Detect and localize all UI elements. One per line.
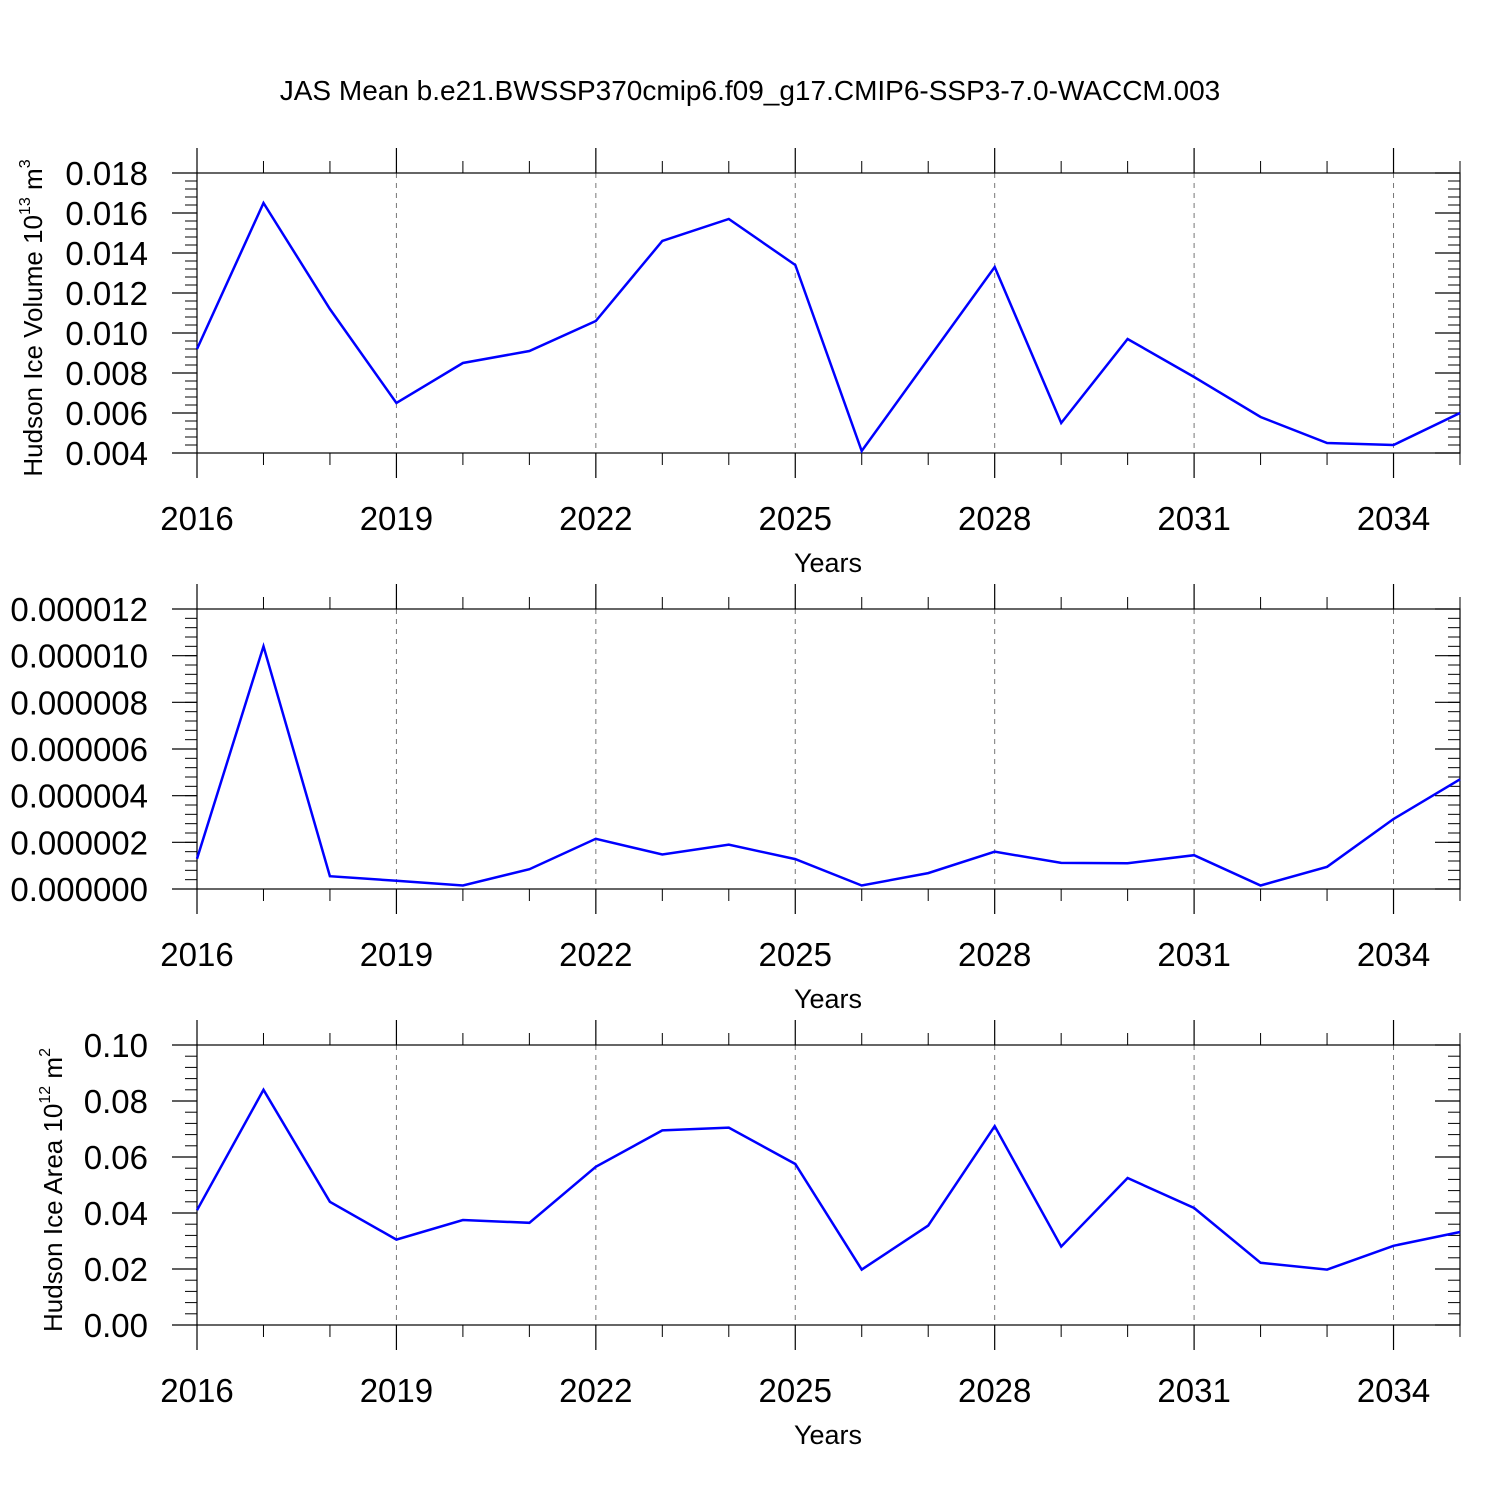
y-tick-label: 0.000012 — [10, 591, 148, 628]
y-tick-label: 0.008 — [65, 355, 148, 392]
y-tick-label: 0.08 — [84, 1083, 148, 1120]
series-line — [195, 200, 1461, 454]
y-tick-label: 0.02 — [84, 1251, 148, 1288]
x-tick-label: 2019 — [360, 1372, 433, 1409]
panel-1: 2016 2019 2022 2025 2028 2031 2034Years0.0040.… — [17, 148, 1461, 578]
x-tick-label: 2022 — [559, 1372, 632, 1409]
plot-frame — [196, 608, 1461, 890]
x-tick-label: 2028 — [958, 1372, 1031, 1409]
series-line — [195, 1087, 1461, 1272]
panel-3: 2016 2019 2022 2025 2028 2031 2034 Years 0.00 0.0… — [37, 1020, 1461, 1450]
x-tick-label: 2025 — [759, 1372, 832, 1409]
y-tick-label: 0.000010 — [10, 638, 148, 675]
x-tick-label: 2031 — [1157, 936, 1230, 973]
y-tick-label: 0.000006 — [10, 731, 148, 768]
x-tick-label: 2025 — [759, 936, 832, 973]
x-axis-label: Years — [794, 1420, 862, 1450]
y-tick-label: 0.000000 — [10, 871, 148, 908]
plot-frame — [196, 1044, 1461, 1326]
x-tick-label: 2019 — [360, 936, 433, 973]
plot-frame — [196, 172, 1461, 454]
y-axis-label: Hudson Ice Area 1012 m2 — [37, 1048, 68, 1332]
x-tick-label: 2019 — [360, 500, 433, 537]
y-tick-label: 0.014 — [65, 235, 148, 272]
x-tick-label: 2028 — [958, 500, 1031, 537]
x-tick-label: 2016 — [160, 500, 233, 537]
y-tick-label: 0.016 — [65, 195, 148, 232]
x-tick-label: 2025 — [759, 500, 832, 537]
x-tick-label: 2031 — [1157, 500, 1230, 537]
x-tick-label: 2034 — [1357, 1372, 1430, 1409]
y-tick-label: 0.004 — [65, 435, 148, 472]
y-tick-label: 0.000002 — [10, 824, 148, 861]
x-axis-label: Years — [794, 548, 862, 578]
y-tick-label: 0.012 — [65, 275, 148, 312]
x-tick-label: 2034 — [1357, 500, 1430, 537]
y-tick-label: 0.000008 — [10, 684, 148, 721]
series-line — [195, 641, 1461, 887]
x-tick-label: 2016 — [160, 936, 233, 973]
panel-2: 2016 2019 2022 2025 2028 2031 2034 Years 0.00000… — [10, 584, 1461, 1014]
x-tick-label: 2028 — [958, 936, 1031, 973]
y-tick-label: 0.06 — [84, 1139, 148, 1176]
x-tick-label: 2016 — [160, 1372, 233, 1409]
y-tick-label: 0.018 — [65, 155, 148, 192]
y-tick-label: 0.000004 — [10, 778, 148, 815]
y-tick-label: 0.10 — [84, 1027, 148, 1064]
x-tick-label: 2034 — [1357, 936, 1430, 973]
y-tick-label: 0.00 — [84, 1307, 148, 1344]
y-tick-label: 0.04 — [84, 1195, 148, 1232]
figure-title: JAS Mean b.e21.BWSSP370cmip6.f09_g17.CMI… — [280, 75, 1221, 106]
y-axis-label: Hudson Ice Volume 1013 m3 — [17, 159, 48, 476]
x-tick-label: 2022 — [559, 500, 632, 537]
x-tick-label: 2031 — [1157, 1372, 1230, 1409]
y-tick-label: 0.006 — [65, 395, 148, 432]
x-tick-label: 2022 — [559, 936, 632, 973]
x-axis-label: Years — [794, 984, 862, 1014]
y-tick-label: 0.010 — [65, 315, 148, 352]
